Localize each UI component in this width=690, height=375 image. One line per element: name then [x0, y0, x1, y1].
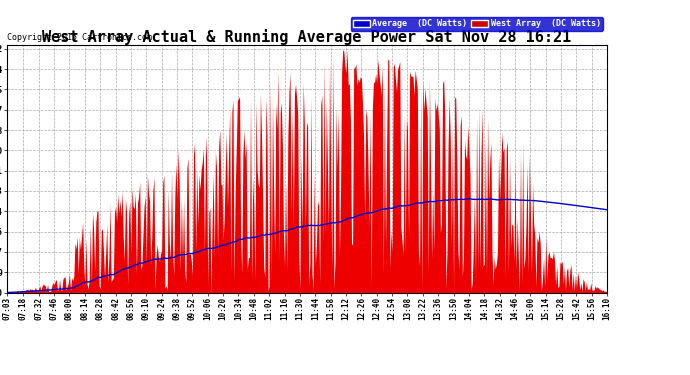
Text: Copyright 2015 Cartronics.com: Copyright 2015 Cartronics.com	[7, 33, 152, 42]
Legend: Average  (DC Watts), West Array  (DC Watts): Average (DC Watts), West Array (DC Watts…	[351, 17, 603, 31]
Title: West Array Actual & Running Average Power Sat Nov 28 16:21: West Array Actual & Running Average Powe…	[42, 29, 572, 45]
